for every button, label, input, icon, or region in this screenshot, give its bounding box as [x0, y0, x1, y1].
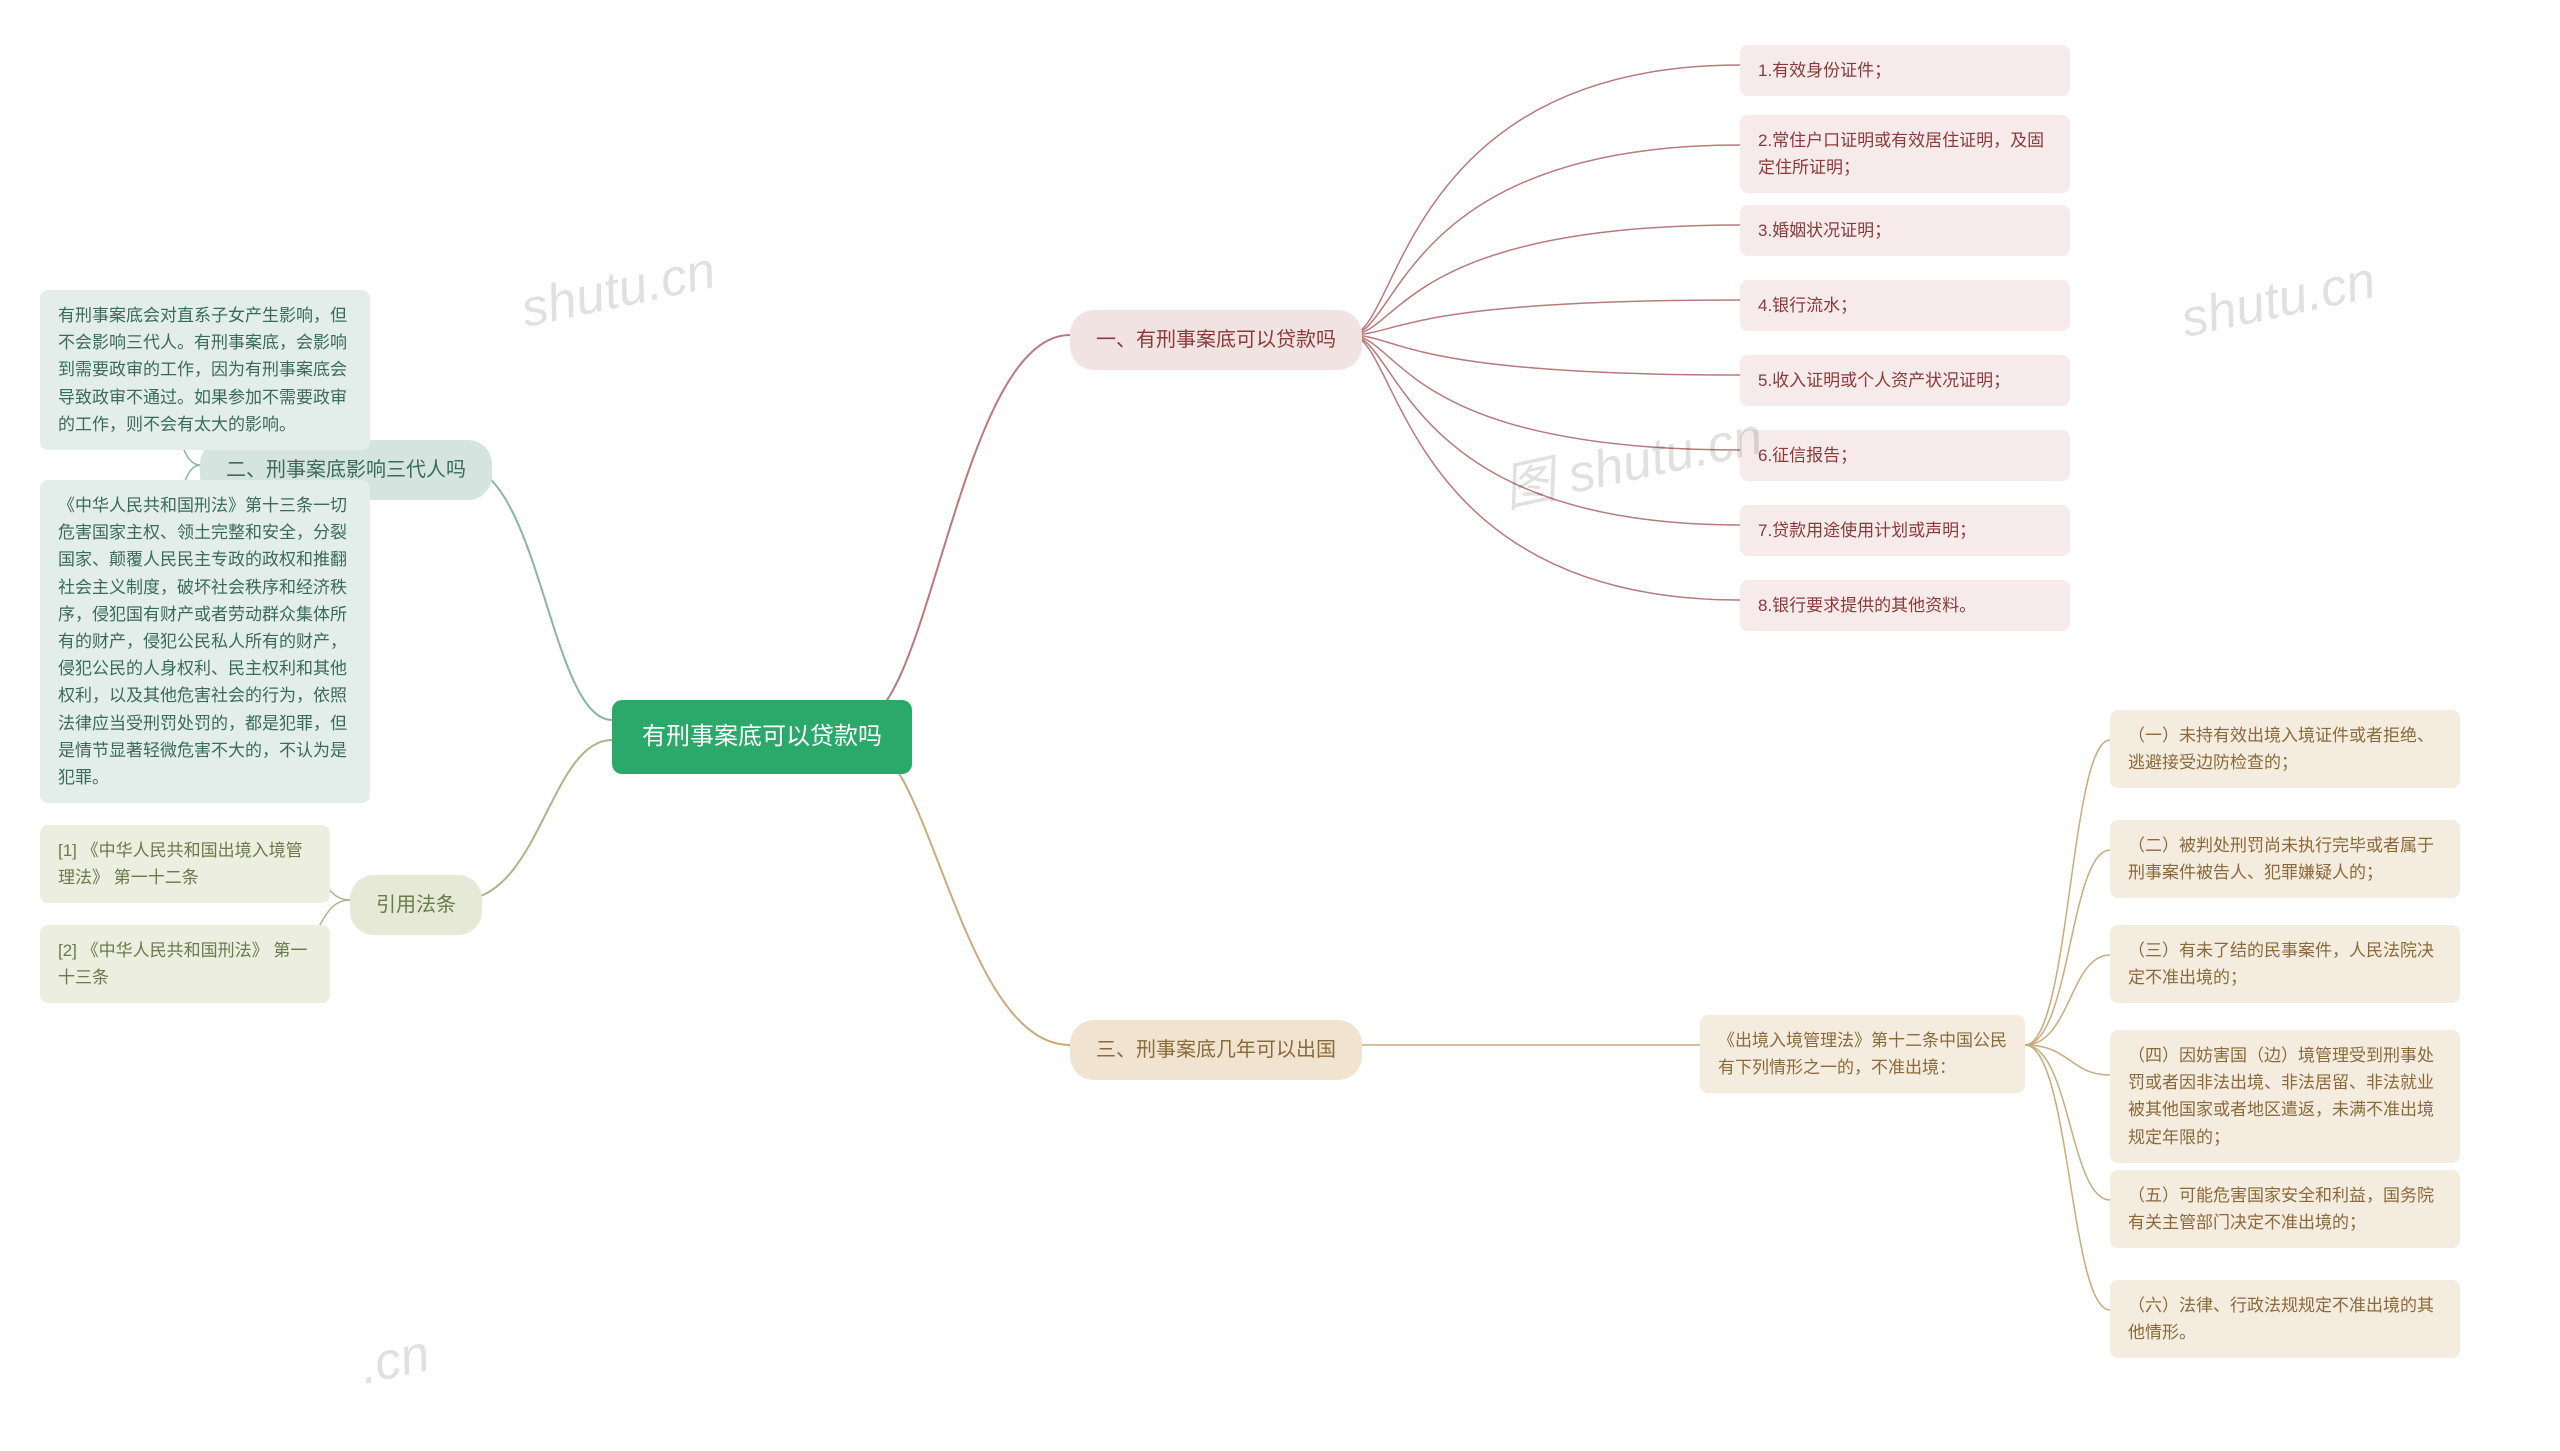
- b3-leaf-2: （三）有未了结的民事案件，人民法院决定不准出境的；: [2110, 925, 2460, 1003]
- branch-1: 一、有刑事案底可以贷款吗: [1070, 310, 1362, 370]
- b1-leaf-0: 1.有效身份证件；: [1740, 45, 2070, 96]
- b3-intro: 《出境入境管理法》第十二条中国公民有下列情形之一的，不准出境：: [1700, 1015, 2025, 1093]
- watermark-4: .cn: [355, 1323, 435, 1396]
- b1-leaf-1: 2.常住户口证明或有效居住证明，及固定住所证明；: [1740, 115, 2070, 193]
- b1-leaf-4: 5.收入证明或个人资产状况证明；: [1740, 355, 2070, 406]
- branch-3: 三、刑事案底几年可以出国: [1070, 1020, 1362, 1080]
- b1-leaf-2: 3.婚姻状况证明；: [1740, 205, 2070, 256]
- b4-leaf-1: [2] 《中华人民共和国刑法》 第一十三条: [40, 925, 330, 1003]
- branch-4-text: 引用法条: [376, 894, 456, 916]
- branch-2-text: 二、刑事案底影响三代人吗: [226, 459, 466, 481]
- branch-3-text: 三、刑事案底几年可以出国: [1096, 1039, 1336, 1061]
- b3-leaf-0: （一）未持有效出境入境证件或者拒绝、逃避接受边防检查的；: [2110, 710, 2460, 788]
- branch-4: 引用法条: [350, 875, 482, 935]
- b1-leaf-6: 7.贷款用途使用计划或声明；: [1740, 505, 2070, 556]
- watermark-3: shutu.cn: [2176, 250, 2381, 350]
- b2-leaf-0: 有刑事案底会对直系子女产生影响，但不会影响三代人。有刑事案底，会影响到需要政审的…: [40, 290, 370, 450]
- b1-leaf-7: 8.银行要求提供的其他资料。: [1740, 580, 2070, 631]
- watermark-2: 图 shutu.cn: [1495, 393, 1768, 521]
- b4-leaf-0: [1] 《中华人民共和国出境入境管理法》 第一十二条: [40, 825, 330, 903]
- root-node: 有刑事案底可以贷款吗: [612, 700, 912, 774]
- watermark-1: shutu.cn: [516, 240, 721, 340]
- b3-leaf-3: （四）因妨害国（边）境管理受到刑事处罚或者因非法出境、非法居留、非法就业被其他国…: [2110, 1030, 2460, 1163]
- b1-leaf-5: 6.征信报告；: [1740, 430, 2070, 481]
- b1-leaf-3: 4.银行流水；: [1740, 280, 2070, 331]
- b3-leaf-1: （二）被判处刑罚尚未执行完毕或者属于刑事案件被告人、犯罪嫌疑人的；: [2110, 820, 2460, 898]
- b2-leaf-1: 《中华人民共和国刑法》第十三条一切危害国家主权、领土完整和安全，分裂国家、颠覆人…: [40, 480, 370, 803]
- b3-leaf-5: （六）法律、行政法规规定不准出境的其他情形。: [2110, 1280, 2460, 1358]
- branch-1-text: 一、有刑事案底可以贷款吗: [1096, 329, 1336, 351]
- b3-leaf-4: （五）可能危害国家安全和利益，国务院有关主管部门决定不准出境的；: [2110, 1170, 2460, 1248]
- root-text: 有刑事案底可以贷款吗: [642, 723, 882, 750]
